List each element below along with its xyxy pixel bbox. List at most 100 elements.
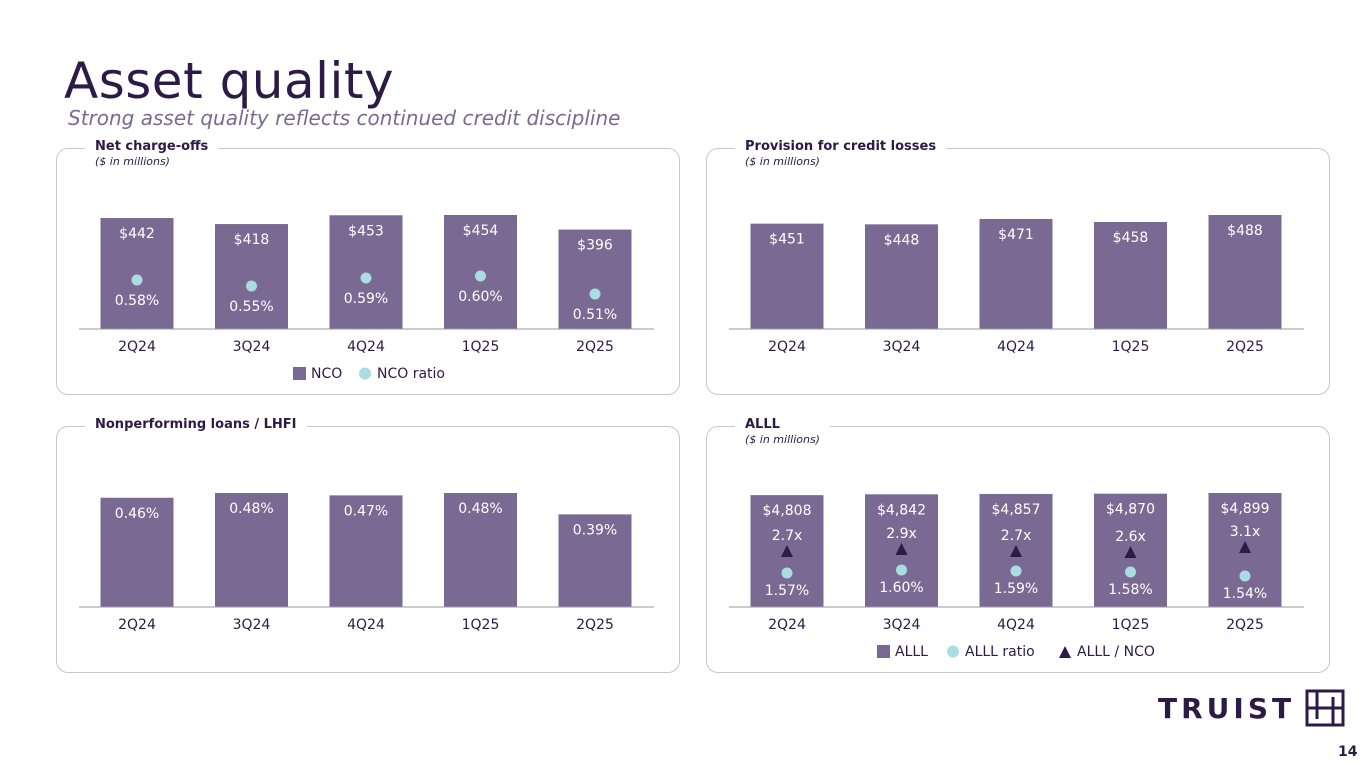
provision-bar (865, 224, 938, 329)
provision-chart-panel: Provision for credit losses ($ in millio… (706, 139, 1330, 395)
nco-chart-title: Net charge-offs (95, 139, 209, 154)
alll-category-label: 3Q24 (883, 617, 921, 633)
alll-ratio-label: 1.60% (879, 580, 923, 596)
nco-bar-label: $454 (463, 223, 499, 239)
provision-chart-subtitle: ($ in millions) (745, 155, 820, 168)
alll-legend-swatch (877, 645, 890, 658)
logo-wordmark: TRUIST (1158, 691, 1296, 725)
alll-chart-header: ALLL ($ in millions) (735, 417, 830, 446)
alll-chart-subtitle: ($ in millions) (745, 433, 820, 446)
alll-coverage-point (1124, 546, 1137, 558)
alll-ratio-point (896, 564, 907, 576)
provision-chart-title: Provision for credit losses (745, 139, 937, 154)
provision-bar-label: $451 (769, 232, 805, 248)
alll-ratio-label: 1.57% (765, 583, 809, 599)
alll-coverage-point (895, 543, 908, 555)
nco-ratio-label: 0.58% (115, 293, 159, 309)
alll-category-label: 1Q25 (1112, 617, 1150, 633)
nco-chart-subtitle: ($ in millions) (95, 155, 170, 168)
nco-bar (100, 218, 174, 329)
provision-bar (1094, 222, 1167, 329)
npl-chart-header: Nonperforming loans / LHFI (85, 417, 307, 432)
nco-bar-label: $418 (234, 232, 270, 248)
alll-ratio-point (1239, 570, 1251, 582)
alll-legend-label: ALLL / NCO (1077, 644, 1155, 660)
alll-legend-label: ALLL (895, 644, 928, 660)
page-title: Asset quality (64, 52, 395, 110)
alll-coverage-label: 3.1x (1230, 524, 1261, 540)
truist-logo-mark-icon (1305, 689, 1345, 727)
provision-bar (1208, 215, 1282, 329)
npl-bar-label: 0.47% (344, 503, 388, 519)
provision-chart-header: Provision for credit losses ($ in millio… (735, 139, 947, 168)
nco-ratio-point (131, 274, 143, 286)
alll-chart-title: ALLL (745, 417, 780, 432)
nco-ratio-label: 0.60% (458, 289, 502, 305)
nco-chart-header: Net charge-offs ($ in millions) (85, 139, 219, 168)
npl-bar (329, 495, 403, 607)
provision-category-label: 3Q24 (883, 339, 921, 355)
alll-ratio-point (1010, 565, 1022, 577)
alll-coverage-point (781, 545, 793, 557)
provision-bar-label: $471 (998, 227, 1034, 243)
alll-coverage-point (1010, 545, 1022, 557)
nco-category-label: 3Q24 (233, 339, 271, 355)
npl-category-label: 2Q24 (118, 617, 156, 633)
provision-category-label: 4Q24 (997, 339, 1035, 355)
alll-coverage-label: 2.9x (886, 526, 917, 542)
npl-bar-label: 0.48% (229, 501, 273, 517)
alll-ratio-point (781, 567, 793, 579)
provision-bar (750, 223, 824, 329)
npl-bar (444, 493, 517, 607)
alll-bar-label: $4,808 (763, 503, 812, 519)
nco-bar (558, 229, 632, 329)
npl-bar (100, 497, 174, 607)
nco-bar-label: $396 (577, 238, 613, 254)
provision-bar-label: $458 (1113, 230, 1149, 246)
npl-bar (558, 514, 632, 607)
nco-legend-label: NCO ratio (377, 366, 445, 382)
nco-bar-label: $442 (119, 226, 155, 242)
alll-legend-label: ALLL ratio (965, 644, 1035, 660)
nco-chart: $442 $418 $453 $454 $396 0.58% 0.55% 0.59% 0.60%… (79, 215, 654, 382)
npl-bar-label: 0.48% (458, 501, 502, 517)
alll-category-label: 2Q25 (1226, 617, 1264, 633)
alll-coverage-label: 2.7x (772, 528, 803, 544)
alll-ratio-point (1125, 566, 1136, 578)
provision-bar-label: $488 (1227, 223, 1263, 239)
nco-bar (329, 215, 403, 329)
provision-category-label: 2Q24 (768, 339, 806, 355)
nco-ratio-point (475, 270, 486, 282)
nco-ratio-label: 0.51% (573, 307, 617, 323)
provision-bar-label: $448 (884, 232, 920, 248)
provision-chart: $451 $448 $471 $458 $488 2Q24 3Q24 4Q24 1Q25 2Q25 (729, 215, 1304, 355)
provision-bar (979, 218, 1053, 329)
alll-bar-label: $4,899 (1221, 501, 1270, 517)
alll-legend-swatch (947, 645, 959, 658)
npl-chart: 0.46% 0.48% 0.47% 0.48% 0.39% 2Q24 3Q24 4Q24 1Q2… (79, 493, 654, 633)
nco-category-label: 2Q24 (118, 339, 156, 355)
npl-bar-label: 0.46% (115, 506, 159, 522)
npl-chart-panel: Nonperforming loans / LHFI 0.46% 0.48% 0.4… (56, 417, 680, 673)
page-subtitle: Strong asset quality reflects continued … (68, 106, 621, 130)
provision-category-label: 1Q25 (1112, 339, 1150, 355)
alll-coverage-label: 2.6x (1115, 529, 1146, 545)
alll-bar-label: $4,842 (877, 502, 926, 518)
npl-category-label: 3Q24 (233, 617, 271, 633)
nco-ratio-label: 0.59% (344, 291, 388, 307)
nco-ratio-point (589, 288, 601, 300)
alll-bar-label: $4,870 (1106, 502, 1155, 518)
truist-logo: TRUIST (1158, 688, 1345, 728)
alll-bar-label: $4,857 (992, 502, 1041, 518)
alll-ratio-label: 1.58% (1108, 582, 1152, 598)
npl-chart-title: Nonperforming loans / LHFI (95, 417, 297, 432)
nco-chart-panel: Net charge-offs ($ in millions) $442 $418… (56, 139, 680, 395)
provision-category-label: 2Q25 (1226, 339, 1264, 355)
npl-bar (215, 493, 288, 607)
nco-category-label: 2Q25 (576, 339, 614, 355)
npl-category-label: 2Q25 (576, 617, 614, 633)
alll-coverage-label: 2.7x (1001, 528, 1032, 544)
alll-category-label: 4Q24 (997, 617, 1035, 633)
alll-coverage-point (1239, 541, 1251, 553)
alll-ratio-label: 1.59% (994, 581, 1038, 597)
